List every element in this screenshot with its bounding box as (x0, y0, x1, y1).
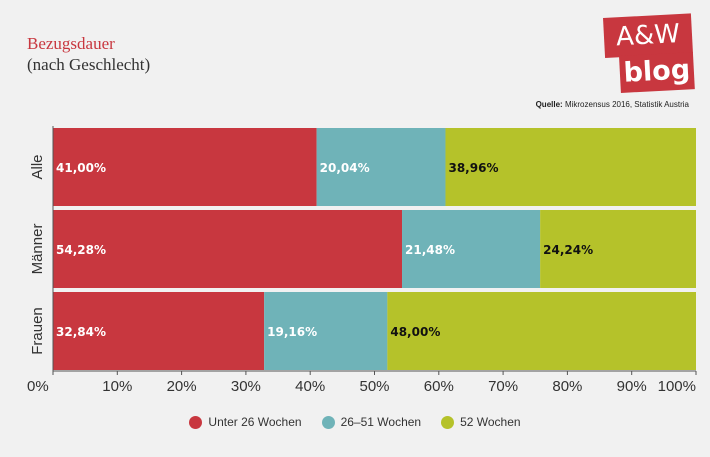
x-tick-label-3: 30% (231, 378, 261, 395)
bar-frauen-unter-26-wochen (53, 292, 265, 370)
x-tick-label-4: 40% (295, 378, 325, 395)
data-label-alle-26-51-wochen: 20,04% (320, 161, 370, 175)
legend-item-26-51: 26–51 Wochen (321, 415, 422, 429)
x-tick-label-1: 10% (102, 378, 132, 395)
x-tick-label-8: 80% (552, 378, 582, 395)
x-tick-label-9: 90% (617, 378, 647, 395)
x-tick-label-2: 20% (167, 378, 197, 395)
data-label-männer-52-wochen: 24,24% (543, 243, 593, 257)
legend-swatch-under-26 (189, 415, 203, 429)
category-label-alle: Alle (29, 154, 46, 179)
data-label-männer-unter-26-wochen: 54,28% (56, 243, 106, 257)
legend: Unter 26 Wochen 26–51 Wochen 52 Wochen (0, 415, 710, 429)
data-label-alle-52-wochen: 38,96% (448, 161, 498, 175)
stacked-bar-chart: 41,00% 20,04% 38,96% Alle 54,28% 21,48% 24,24%… (27, 126, 697, 395)
bar-frauen-26-51-wochen (264, 292, 388, 370)
x-tick-label-7: 70% (488, 378, 518, 395)
source-text: Mikrozensus 2016, Statistik Austria (564, 100, 689, 109)
x-tick-label-6: 60% (424, 378, 454, 395)
x-tick-label-10: 100% (658, 378, 696, 395)
bar-männer-unter-26-wochen (53, 210, 403, 288)
category-label-frauen: Frauen (29, 307, 46, 355)
legend-swatch-26-51 (321, 415, 335, 429)
legend-item-under-26: Unter 26 Wochen (189, 415, 302, 429)
data-label-frauen-26-51-wochen: 19,16% (267, 325, 317, 339)
bar-alle-26-51-wochen (316, 128, 446, 206)
x-tick-label-0: 0% (27, 378, 49, 395)
data-label-männer-26-51-wochen: 21,48% (405, 243, 455, 257)
data-label-alle-unter-26-wochen: 41,00% (56, 161, 106, 175)
chart-subtitle: (nach Geschlecht) (27, 55, 151, 74)
source-note: Quelle: Mikrozensus 2016, Statistik Aust… (536, 100, 689, 109)
bar-männer-26-51-wochen (402, 210, 541, 288)
bar-männer-52-wochen (540, 210, 696, 288)
bar-alle-52-wochen (445, 128, 696, 206)
data-label-frauen-unter-26-wochen: 32,84% (56, 325, 106, 339)
category-label-männer: Männer (29, 224, 46, 275)
data-label-frauen-52-wochen: 48,00% (390, 325, 440, 339)
bar-alle-unter-26-wochen (53, 128, 317, 206)
chart-title: Bezugsdauer (27, 34, 115, 53)
legend-label-52: 52 Wochen (460, 415, 521, 429)
legend-label-26-51: 26–51 Wochen (340, 415, 422, 429)
x-tick-label-5: 50% (359, 378, 389, 395)
legend-swatch-52 (441, 415, 455, 429)
legend-item-52: 52 Wochen (441, 415, 521, 429)
bar-frauen-52-wochen (387, 292, 696, 370)
legend-label-under-26: Unter 26 Wochen (208, 415, 302, 429)
source-label: Quelle: (535, 100, 563, 109)
